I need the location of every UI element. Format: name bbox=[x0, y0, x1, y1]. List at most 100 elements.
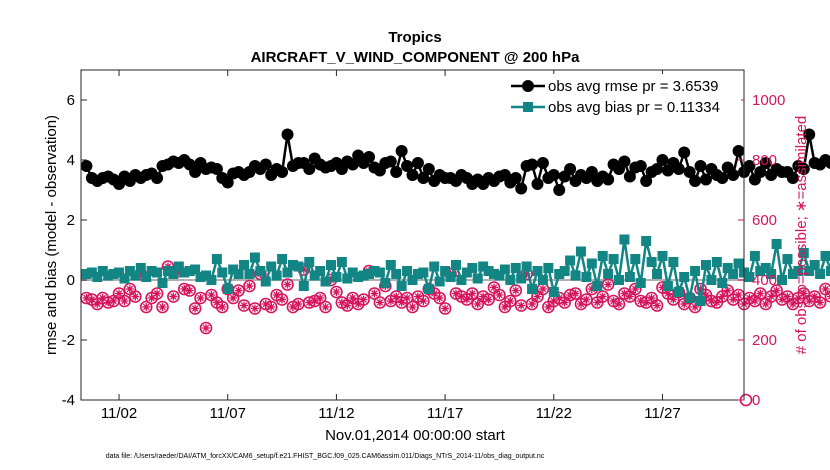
rmse-point bbox=[526, 158, 539, 171]
possible-obs-point bbox=[248, 302, 262, 315]
bias-point bbox=[521, 261, 532, 272]
assimilated-obs-point bbox=[566, 291, 575, 299]
assimilated-obs-point bbox=[87, 295, 96, 304]
assimilated-obs-point bbox=[310, 297, 319, 305]
possible-obs-point bbox=[824, 290, 830, 303]
bias-point bbox=[467, 263, 478, 273]
assimilated-obs-point bbox=[500, 303, 509, 311]
assimilated-obs-point bbox=[348, 294, 357, 302]
bias-point bbox=[717, 278, 728, 288]
x-tick-label: 11/22 bbox=[536, 405, 572, 422]
rmse-point bbox=[759, 157, 772, 169]
assimilated-obs-point bbox=[772, 286, 781, 295]
rmse-point bbox=[509, 172, 522, 184]
rmse-point bbox=[395, 145, 408, 157]
possible-obs-point bbox=[504, 294, 517, 308]
bias-point bbox=[374, 267, 385, 278]
bias-point bbox=[771, 239, 782, 249]
x-tick-label: 11/27 bbox=[644, 405, 680, 422]
possible-obs-point bbox=[438, 302, 452, 315]
bias-point bbox=[820, 251, 830, 261]
bias-point bbox=[825, 266, 830, 276]
bias-point bbox=[412, 269, 423, 279]
possible-obs-point bbox=[129, 290, 142, 303]
bias-point bbox=[108, 269, 119, 279]
assimilated-obs-point bbox=[549, 297, 558, 305]
rmse-point bbox=[417, 172, 430, 184]
bias-point bbox=[249, 252, 260, 263]
bias-point bbox=[527, 284, 538, 294]
bias-point bbox=[652, 269, 663, 279]
rmse-point bbox=[422, 163, 435, 175]
possible-obs-point bbox=[629, 282, 642, 296]
possible-obs-point bbox=[721, 284, 734, 297]
possible-obs-point bbox=[319, 300, 332, 314]
bias-point bbox=[733, 258, 744, 269]
bias-point bbox=[516, 273, 527, 284]
rmse-point bbox=[824, 157, 830, 169]
assimilated-obs-point bbox=[636, 297, 645, 305]
assimilated-obs-point bbox=[701, 291, 710, 299]
rmse-point bbox=[803, 128, 816, 141]
possible-obs-point bbox=[330, 285, 343, 299]
bias-point bbox=[298, 281, 309, 291]
right-y-axis-label: # of obs: o=possible; ∗=assimilated bbox=[793, 116, 810, 355]
bias-point bbox=[815, 269, 826, 279]
bias-point bbox=[755, 266, 766, 276]
bias-point bbox=[173, 261, 184, 272]
assimilated-obs-point bbox=[413, 292, 422, 301]
assimilated-obs-point bbox=[321, 303, 330, 311]
assimilated-obs-point bbox=[375, 298, 384, 307]
assimilated-obs-point bbox=[707, 297, 716, 305]
rmse-point bbox=[384, 155, 397, 168]
chart-title: Tropics bbox=[388, 29, 441, 46]
assimilated-obs-point bbox=[783, 292, 792, 301]
possible-obs-point bbox=[357, 293, 370, 306]
assimilated-obs-point bbox=[788, 300, 797, 308]
bias-point bbox=[320, 276, 331, 287]
bias-point bbox=[532, 266, 543, 276]
possible-obs-point bbox=[232, 284, 245, 297]
bias-point bbox=[402, 266, 413, 276]
assimilated-obs-point bbox=[142, 303, 151, 311]
assimilated-obs-point bbox=[272, 291, 281, 299]
assimilated-obs-point bbox=[435, 294, 444, 302]
assimilated-obs-point bbox=[326, 276, 335, 284]
legend-bias-label: obs avg bias pr = 0.11334 bbox=[548, 99, 720, 116]
assimilated-obs-point bbox=[153, 289, 162, 298]
assimilated-obs-point bbox=[93, 300, 102, 308]
bias-point bbox=[657, 251, 668, 261]
rmse-point bbox=[564, 163, 577, 175]
bias-point bbox=[228, 264, 239, 275]
bias-point bbox=[478, 261, 489, 272]
bias-point bbox=[798, 248, 809, 258]
bias-point bbox=[749, 251, 760, 261]
x-tick-label: 11/17 bbox=[427, 405, 463, 422]
possible-obs-point bbox=[188, 302, 202, 315]
bias-point bbox=[494, 270, 505, 281]
assimilated-obs-point bbox=[555, 294, 564, 302]
assimilated-obs-series bbox=[82, 262, 830, 332]
bias-point bbox=[766, 269, 777, 279]
rmse-point bbox=[531, 178, 544, 190]
possible-obs-point bbox=[118, 294, 131, 308]
x-tick-label: 11/12 bbox=[318, 405, 354, 422]
bias-point bbox=[195, 272, 206, 282]
bias-point bbox=[597, 251, 608, 261]
possible-obs-point bbox=[406, 300, 419, 314]
bias-point bbox=[690, 266, 701, 276]
possible-obs-point bbox=[417, 294, 430, 308]
bias-point bbox=[499, 264, 510, 275]
bias-point bbox=[608, 254, 619, 264]
assimilated-obs-point bbox=[185, 286, 194, 295]
bias-point bbox=[200, 270, 211, 281]
bias-point bbox=[570, 270, 581, 281]
assimilated-obs-point bbox=[386, 297, 395, 305]
assimilated-obs-point bbox=[642, 298, 651, 307]
right-y-tick-label: 600 bbox=[752, 212, 777, 229]
bias-point bbox=[706, 275, 717, 285]
bias-point bbox=[641, 236, 652, 246]
right-y-tick-label: 200 bbox=[752, 332, 777, 349]
assimilated-obs-point bbox=[778, 295, 787, 304]
